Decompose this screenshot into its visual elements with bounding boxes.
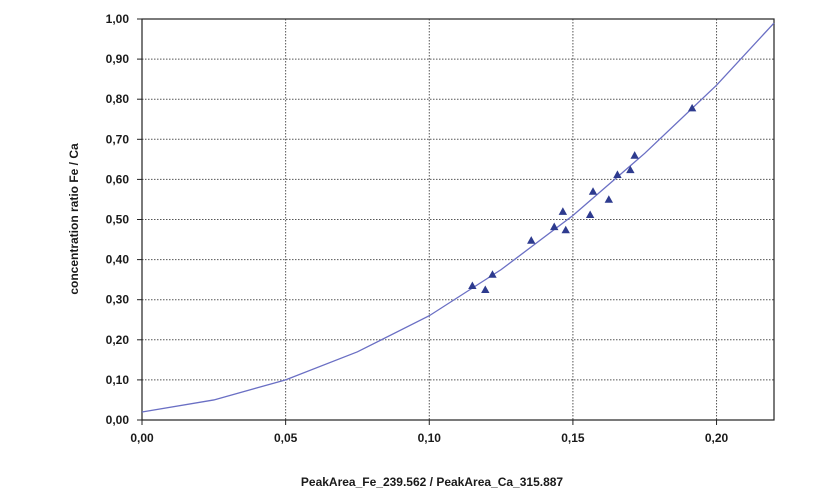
y-tick-label: 0,30 bbox=[106, 293, 130, 307]
data-point-triangle bbox=[585, 210, 595, 219]
data-point-triangle bbox=[550, 222, 559, 231]
x-axis-title: PeakArea_Fe_239.562 / PeakArea_Ca_315.88… bbox=[301, 475, 564, 489]
data-point-triangle bbox=[604, 195, 614, 203]
points-layer bbox=[468, 103, 697, 294]
data-point-triangle bbox=[468, 281, 477, 290]
y-tick-label: 0,40 bbox=[106, 253, 130, 267]
trend-curve bbox=[141, 22, 775, 413]
y-tick-label: 0,90 bbox=[106, 52, 130, 66]
data-point-triangle bbox=[687, 103, 697, 112]
y-tick-label: 0,00 bbox=[106, 413, 130, 427]
y-tick-label: 0,60 bbox=[106, 172, 130, 186]
x-tick-label: 0,05 bbox=[274, 431, 298, 445]
y-tick-label: 0,50 bbox=[106, 213, 130, 227]
frame-layer bbox=[137, 18, 775, 425]
y-tick-label: 0,10 bbox=[106, 373, 130, 387]
data-point-triangle bbox=[527, 236, 536, 244]
x-tick-label: 0,10 bbox=[418, 431, 442, 445]
data-point-triangle bbox=[630, 151, 639, 159]
data-point-triangle bbox=[626, 165, 635, 174]
y-axis-title: concentration ratio Fe / Ca bbox=[67, 143, 81, 295]
x-tick-label: 0,00 bbox=[130, 431, 154, 445]
data-point-triangle bbox=[561, 225, 570, 234]
x-tick-label: 0,20 bbox=[705, 431, 729, 445]
data-point-triangle bbox=[481, 285, 490, 294]
x-tick-label: 0,15 bbox=[561, 431, 585, 445]
curve-layer bbox=[141, 22, 775, 413]
data-point-triangle bbox=[588, 187, 598, 195]
data-point-triangle bbox=[613, 170, 622, 178]
x-tick-labels: 0,00 0,05 0,10 0,15 0,20 bbox=[130, 431, 728, 445]
y-tick-label: 0,80 bbox=[106, 92, 130, 106]
y-tick-label: 0,70 bbox=[106, 132, 130, 146]
y-tick-label: 0,20 bbox=[106, 333, 130, 347]
data-point-triangle bbox=[558, 207, 568, 215]
y-tick-labels: 0,00 0,10 0,20 0,30 0,40 0,50 0,60 0,70 0,80 0,90… bbox=[106, 12, 130, 427]
y-tick-label: 1,00 bbox=[106, 12, 130, 26]
data-point-triangle bbox=[488, 270, 497, 278]
